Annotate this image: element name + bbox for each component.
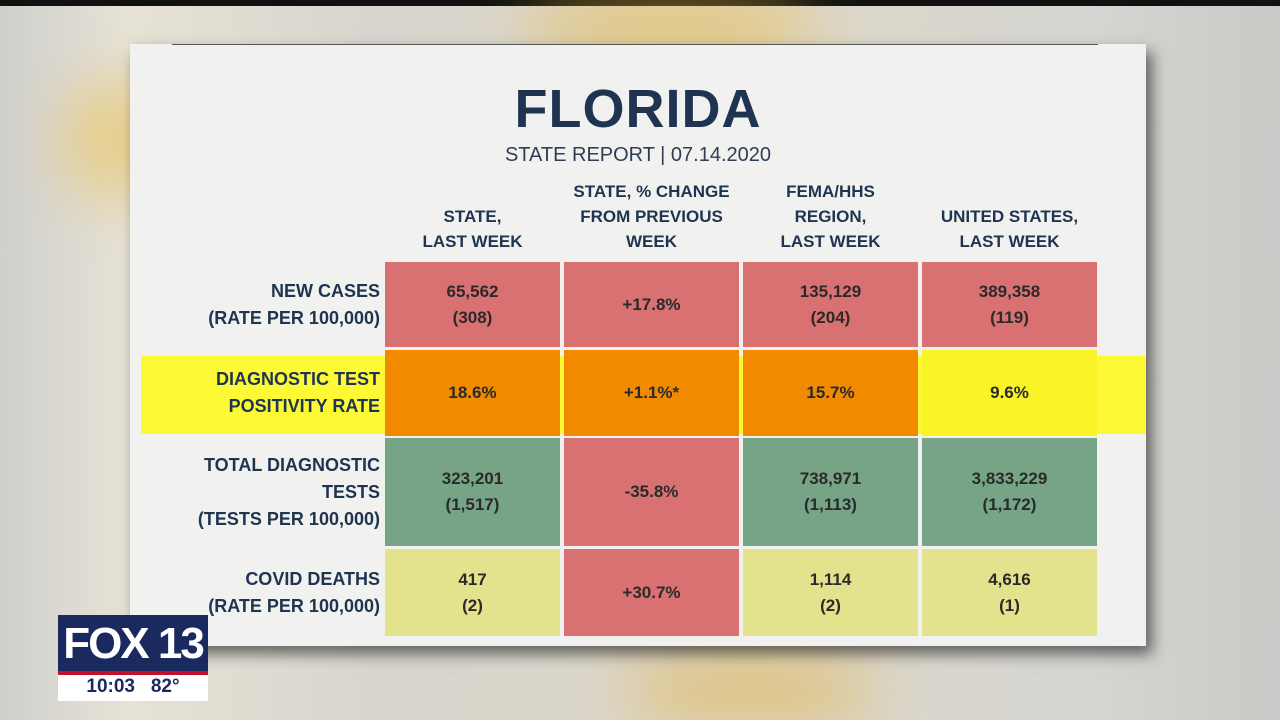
time: 10:03: [86, 676, 136, 697]
table-cell: 3,833,229 (1,172): [922, 438, 1097, 546]
background-blur: [620, 660, 880, 720]
divider: [172, 44, 1098, 45]
state-report-card: FLORIDA STATE REPORT | 07.14.2020 STATE,…: [130, 44, 1146, 646]
report-subtitle: STATE REPORT | 07.14.2020: [504, 144, 772, 166]
table-cell: 9.6%: [922, 350, 1097, 436]
table-cell: 18.6%: [385, 350, 560, 436]
temperature: 82°: [150, 676, 180, 697]
station-logo: FOX 13: [58, 615, 208, 671]
table-cell: +1.1%*: [564, 350, 739, 436]
row-label: TOTAL DIAGNOSTIC TESTS (TESTS PER 100,00…: [197, 454, 380, 529]
table-cell: +17.8%: [564, 262, 739, 347]
table-cell: 15.7%: [743, 350, 918, 436]
time-temperature: 10:03 82°: [58, 675, 208, 699]
row-label: DIAGNOSTIC TEST POSITIVITY RATE: [215, 369, 380, 416]
column-header: UNITED STATES, LAST WEEK: [940, 207, 1079, 251]
logo-red-stripe: [58, 671, 208, 675]
table-cell: 135,129 (204): [743, 262, 918, 347]
column-header: STATE, LAST WEEK: [422, 207, 523, 251]
row-label: NEW CASES (RATE PER 100,000): [208, 280, 380, 328]
table-cell: 1,114 (2): [743, 549, 918, 636]
table-cell: 417 (2): [385, 549, 560, 636]
row-label: COVID DEATHS (RATE PER 100,000): [208, 568, 380, 616]
report-title: FLORIDA: [514, 79, 762, 139]
table-cell: 4,616 (1): [922, 549, 1097, 636]
table-cell: 389,358 (119): [922, 262, 1097, 347]
table-cell: +30.7%: [564, 549, 739, 636]
table-cell: -35.8%: [564, 438, 739, 546]
table-cell: 323,201 (1,517): [385, 438, 560, 546]
station-logo-bug: FOX 13 10:03 82°: [58, 615, 208, 701]
column-header: FEMA/HHS REGION, LAST WEEK: [780, 182, 881, 251]
column-header: STATE, % CHANGE FROM PREVIOUS WEEK: [573, 182, 730, 251]
table-cell: 65,562 (308): [385, 262, 560, 347]
table-cell: 738,971 (1,113): [743, 438, 918, 546]
